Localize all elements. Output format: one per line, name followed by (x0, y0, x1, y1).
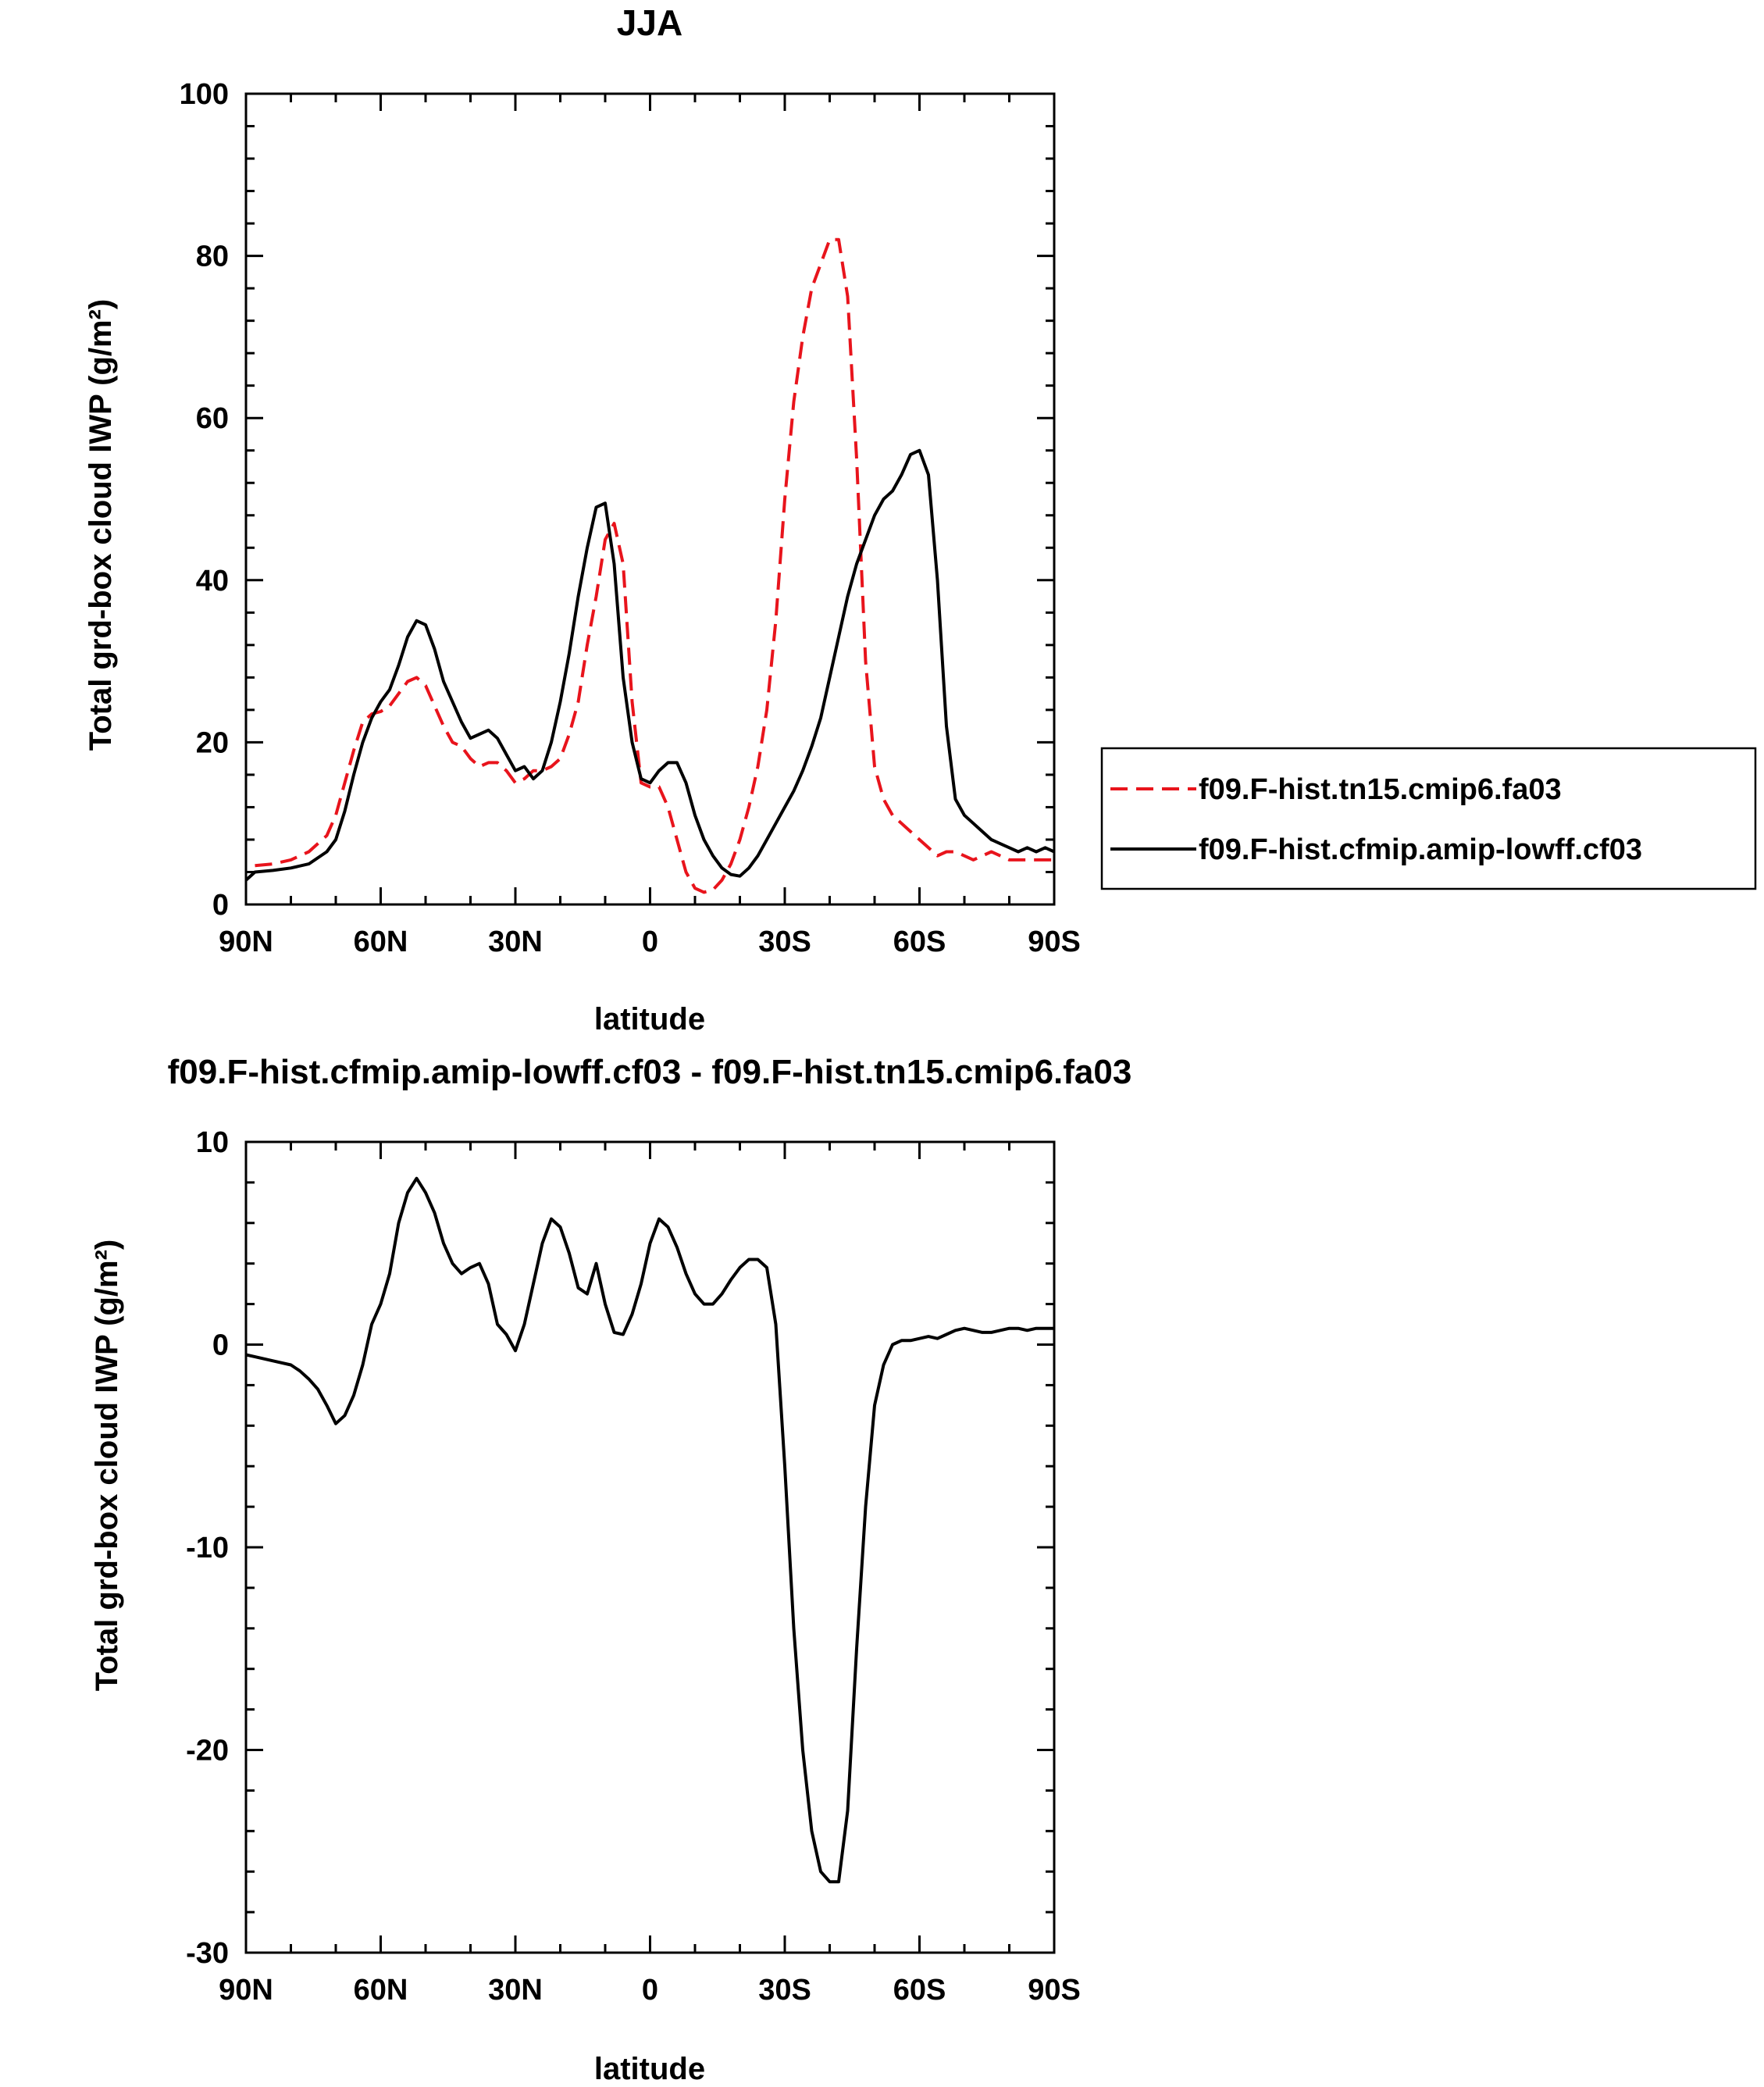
x-tick-label: 30N (488, 926, 543, 958)
top-series-line-1 (244, 448, 1055, 882)
legend: f09.F-hist.tn15.cmip6.fa03 f09.F-hist.cf… (1100, 747, 1757, 890)
x-tick-label: 60N (354, 926, 408, 958)
top-series-line-0 (255, 237, 1054, 894)
legend-box (1100, 747, 1757, 890)
x-tick-label: 60S (893, 1974, 946, 2007)
legend-label-cf03: f09.F-hist.cfmip.amip-lowff.cf03 (1199, 833, 1642, 866)
y-tick-label: 0 (212, 889, 229, 922)
x-tick-label: 90S (1028, 1974, 1081, 2007)
legend-label-fa03: f09.F-hist.tn15.cmip6.fa03 (1199, 773, 1562, 806)
x-tick-label: 60S (893, 926, 946, 958)
x-tick-label: 90N (219, 1974, 273, 2007)
x-tick-label: 90S (1028, 926, 1081, 958)
top-chart-title: JJA (617, 2, 682, 43)
bottom-panel: f09.F-hist.cfmip.amip-lowff.cf03 - f09.F… (90, 1053, 1131, 2086)
x-tick-label: 30N (488, 1974, 543, 2007)
bottom-x-axis-label: latitude (594, 2052, 705, 2086)
y-tick-label: 0 (212, 1329, 229, 1362)
y-tick-label: 80 (196, 241, 229, 273)
y-tick-label: 60 (196, 402, 229, 435)
top-series-lines (244, 237, 1055, 894)
y-tick-label: 100 (180, 78, 229, 111)
x-tick-label: 0 (642, 926, 658, 958)
x-tick-label: 90N (219, 926, 273, 958)
top-panel: JJA Total grd-box cloud IWP (g/m²) latit… (84, 2, 1081, 1036)
top-axis-ticks: 90N 60N 30N 0 30S 60S 90S 0 20 40 60 80 100 (180, 78, 1081, 958)
bottom-series-lines (245, 1176, 1054, 1884)
bottom-y-axis-label: Total grd-box cloud IWP (g/m²) (90, 1240, 124, 1691)
x-tick-label: 30S (758, 926, 811, 958)
bottom-series-line-0 (245, 1176, 1054, 1884)
top-y-axis-label: Total grd-box cloud IWP (g/m²) (84, 299, 118, 751)
top-x-axis-label: latitude (594, 1002, 705, 1036)
x-tick-label: 30S (758, 1974, 811, 2007)
x-tick-label: 0 (642, 1974, 658, 2007)
bottom-axis-ticks: 90N 60N 30N 0 30S 60S 90S -30 -20 -10 0 10 (186, 1126, 1081, 2007)
bottom-chart-title: f09.F-hist.cfmip.amip-lowff.cf03 - f09.F… (168, 1053, 1132, 1091)
x-tick-label: 60N (354, 1974, 408, 2007)
y-tick-label: 40 (196, 565, 229, 598)
y-tick-label: -20 (186, 1735, 229, 1768)
y-tick-label: -10 (186, 1532, 229, 1564)
y-tick-label: 20 (196, 726, 229, 759)
bottom-plot-frame (244, 1140, 1056, 1954)
y-tick-label: 10 (196, 1126, 229, 1159)
top-plot-frame (244, 92, 1056, 906)
y-tick-label: -30 (186, 1937, 229, 1970)
